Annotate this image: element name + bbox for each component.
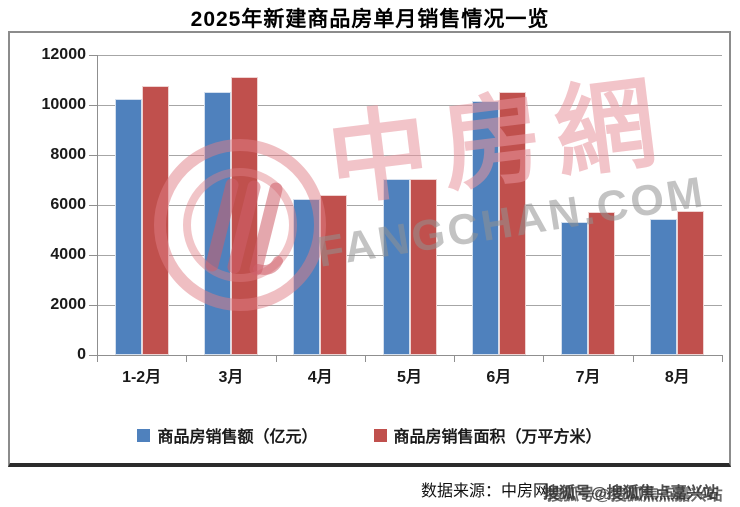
x-axis-label: 7月 [575,369,601,386]
legend-item: 商品房销售额（亿元） [137,423,318,447]
x-axis-label: 1-2月 [122,369,162,386]
bar-sales-value [650,219,678,355]
sohu-watermark-text-copy2: 搜狐号@搜狐焦点嘉兴站 [547,487,723,504]
x-axis-tick [632,355,634,362]
gridline [97,155,722,156]
y-axis-label: 12000 [41,46,87,63]
y-axis-tick [89,55,97,56]
gridline [97,105,722,106]
bar-sales-value [203,91,231,355]
x-axis-tick [454,355,456,362]
legend-color-swatch-icon [373,428,387,442]
bar-sales-value [471,101,499,355]
bar-sales-area [141,86,169,355]
y-axis-tick [89,255,97,256]
x-axis-tick [364,355,366,362]
bar-sales-value [293,199,321,355]
y-axis-tick [89,155,97,156]
y-axis-tick [89,205,97,206]
x-axis-label: 3月 [218,369,244,386]
sohu-watermark-text-copy1: 搜狐号@搜狐焦点嘉兴站 [543,485,719,502]
y-axis-label: 10000 [41,96,87,113]
footer: 数据来源：中房网 搜狐号@搜狐焦点嘉兴站 搜狐号@搜狐焦点嘉兴站 [420,477,735,504]
bar-sales-value [114,98,142,355]
x-axis-label: 4月 [307,369,333,386]
y-axis-tick [89,305,97,306]
data-source-label: 数据来源：中房网 [420,483,549,500]
y-axis-tick [89,105,97,106]
sohu-watermark-overlay: 搜狐号@搜狐焦点嘉兴站 搜狐号@搜狐焦点嘉兴站 [543,478,735,504]
page-title: 2025年新建商品房单月销售情况一览 [190,8,550,31]
y-axis-tick [89,355,97,356]
bar-sales-area [409,178,437,355]
x-axis-line [97,355,722,356]
y-axis-label: 4000 [50,246,86,263]
bar-sales-area [588,212,616,355]
bar-sales-area [498,91,526,355]
bar-sales-value [561,221,589,355]
y-axis-label: 2000 [50,296,86,313]
bar-sales-area [677,211,705,355]
legend-item: 商品房销售面积（万平方米） [373,423,602,447]
legend-color-swatch-icon [137,428,151,442]
y-axis-line [97,55,98,355]
y-axis-label: 8000 [50,146,86,163]
x-axis-label: 6月 [486,369,512,386]
chart-legend: 商品房销售额（亿元） 商品房销售面积（万平方米） [10,423,729,447]
bar-sales-area [320,195,348,355]
x-axis-tick [722,355,723,362]
y-axis-label: 6000 [50,196,86,213]
x-axis-tick [275,355,277,362]
x-axis-label: 8月 [664,369,690,386]
plot-area: 0 2000 4000 6000 8000 10000 12000 1-2月 3月 4月 5月 6月 7… [10,33,729,463]
x-axis-tick [543,355,545,362]
bar-sales-value [382,178,410,355]
chart-frame: 0 2000 4000 6000 8000 10000 12000 1-2月 3月 4月 5月 6月 7… [8,31,731,467]
x-axis-tick [97,355,98,362]
y-axis-label: 0 [77,346,86,363]
legend-label: 商品房销售额（亿元） [157,429,318,446]
x-axis-tick [186,355,188,362]
x-axis-label: 5月 [397,369,422,386]
bar-sales-area [230,76,258,355]
gridline [97,55,722,56]
legend-label: 商品房销售面积（万平方米） [393,429,602,446]
